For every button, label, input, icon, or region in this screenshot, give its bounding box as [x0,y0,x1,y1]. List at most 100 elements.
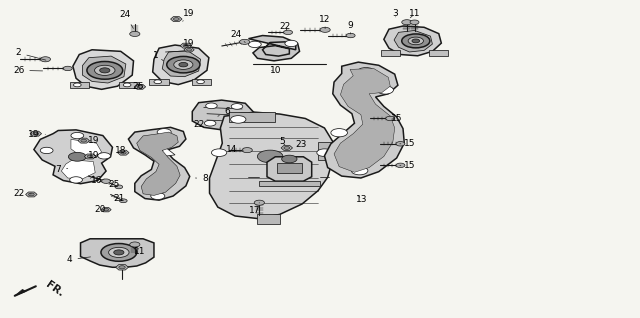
Circle shape [120,151,126,154]
Text: 1: 1 [153,51,164,61]
Polygon shape [257,214,280,224]
Circle shape [196,80,204,84]
Text: 12: 12 [319,15,331,29]
Polygon shape [78,138,90,143]
Polygon shape [84,154,96,159]
Circle shape [396,163,405,168]
Polygon shape [101,207,111,212]
Circle shape [410,20,419,24]
Circle shape [284,147,290,149]
Polygon shape [381,50,401,56]
Circle shape [230,116,246,123]
Circle shape [151,193,165,199]
Polygon shape [209,112,333,218]
Circle shape [95,65,115,75]
Text: 10: 10 [269,66,281,75]
Circle shape [412,39,420,43]
Polygon shape [281,145,292,150]
Text: 11: 11 [409,10,420,18]
Circle shape [28,193,34,196]
Circle shape [81,139,86,142]
Text: 15: 15 [400,162,415,170]
Polygon shape [394,31,433,52]
Circle shape [101,244,137,261]
Circle shape [109,247,129,258]
Text: 19: 19 [28,130,45,139]
Circle shape [284,30,292,35]
Circle shape [205,103,217,109]
Circle shape [102,179,111,183]
Polygon shape [120,82,139,88]
Text: 25: 25 [109,180,120,189]
Polygon shape [163,51,200,77]
Polygon shape [26,192,37,197]
Text: 19: 19 [88,135,99,144]
Polygon shape [259,181,320,186]
Circle shape [211,149,227,156]
Circle shape [257,150,283,163]
Circle shape [167,56,200,73]
Circle shape [33,132,38,135]
Circle shape [63,66,72,71]
Circle shape [402,20,412,25]
Polygon shape [150,79,169,85]
Circle shape [351,167,368,175]
Polygon shape [129,127,189,200]
Circle shape [173,17,179,20]
Circle shape [137,86,143,88]
Circle shape [74,83,81,87]
Polygon shape [184,48,194,52]
Text: 2: 2 [16,48,46,60]
Circle shape [282,155,297,163]
Text: 9: 9 [348,21,353,34]
Polygon shape [324,62,404,178]
Circle shape [402,34,430,48]
Circle shape [377,86,394,94]
Circle shape [87,61,123,79]
Text: 24: 24 [120,10,133,28]
Circle shape [154,80,162,84]
Circle shape [130,242,140,247]
Text: 19: 19 [183,39,195,48]
Circle shape [157,128,172,135]
Text: 23: 23 [295,140,307,149]
Polygon shape [318,142,333,160]
Circle shape [87,155,93,158]
Text: 14: 14 [226,145,243,154]
Polygon shape [83,56,126,83]
Circle shape [179,62,188,67]
Text: 11: 11 [134,247,146,256]
Polygon shape [137,132,180,195]
Polygon shape [192,79,211,85]
Circle shape [231,104,243,109]
Circle shape [386,116,395,121]
Text: 20: 20 [94,204,106,213]
Circle shape [71,132,84,139]
Text: 15: 15 [400,139,415,148]
Circle shape [120,199,127,203]
Circle shape [239,39,250,45]
Text: 26: 26 [13,66,43,75]
Circle shape [358,67,374,76]
Circle shape [242,148,252,153]
Text: 8: 8 [195,174,208,183]
Circle shape [40,57,51,62]
Circle shape [237,113,249,118]
Circle shape [124,83,131,87]
Polygon shape [118,150,129,155]
Polygon shape [192,100,253,129]
Polygon shape [73,50,134,89]
Polygon shape [334,68,395,172]
Text: 3: 3 [392,10,398,18]
Circle shape [408,37,424,45]
Polygon shape [153,45,209,85]
Polygon shape [116,265,129,270]
Text: 6: 6 [218,107,230,116]
Polygon shape [267,157,312,181]
Circle shape [285,40,298,47]
Polygon shape [228,112,275,122]
Text: 22: 22 [279,22,291,31]
Polygon shape [180,43,191,48]
Text: 22: 22 [13,189,31,198]
Circle shape [173,60,193,69]
